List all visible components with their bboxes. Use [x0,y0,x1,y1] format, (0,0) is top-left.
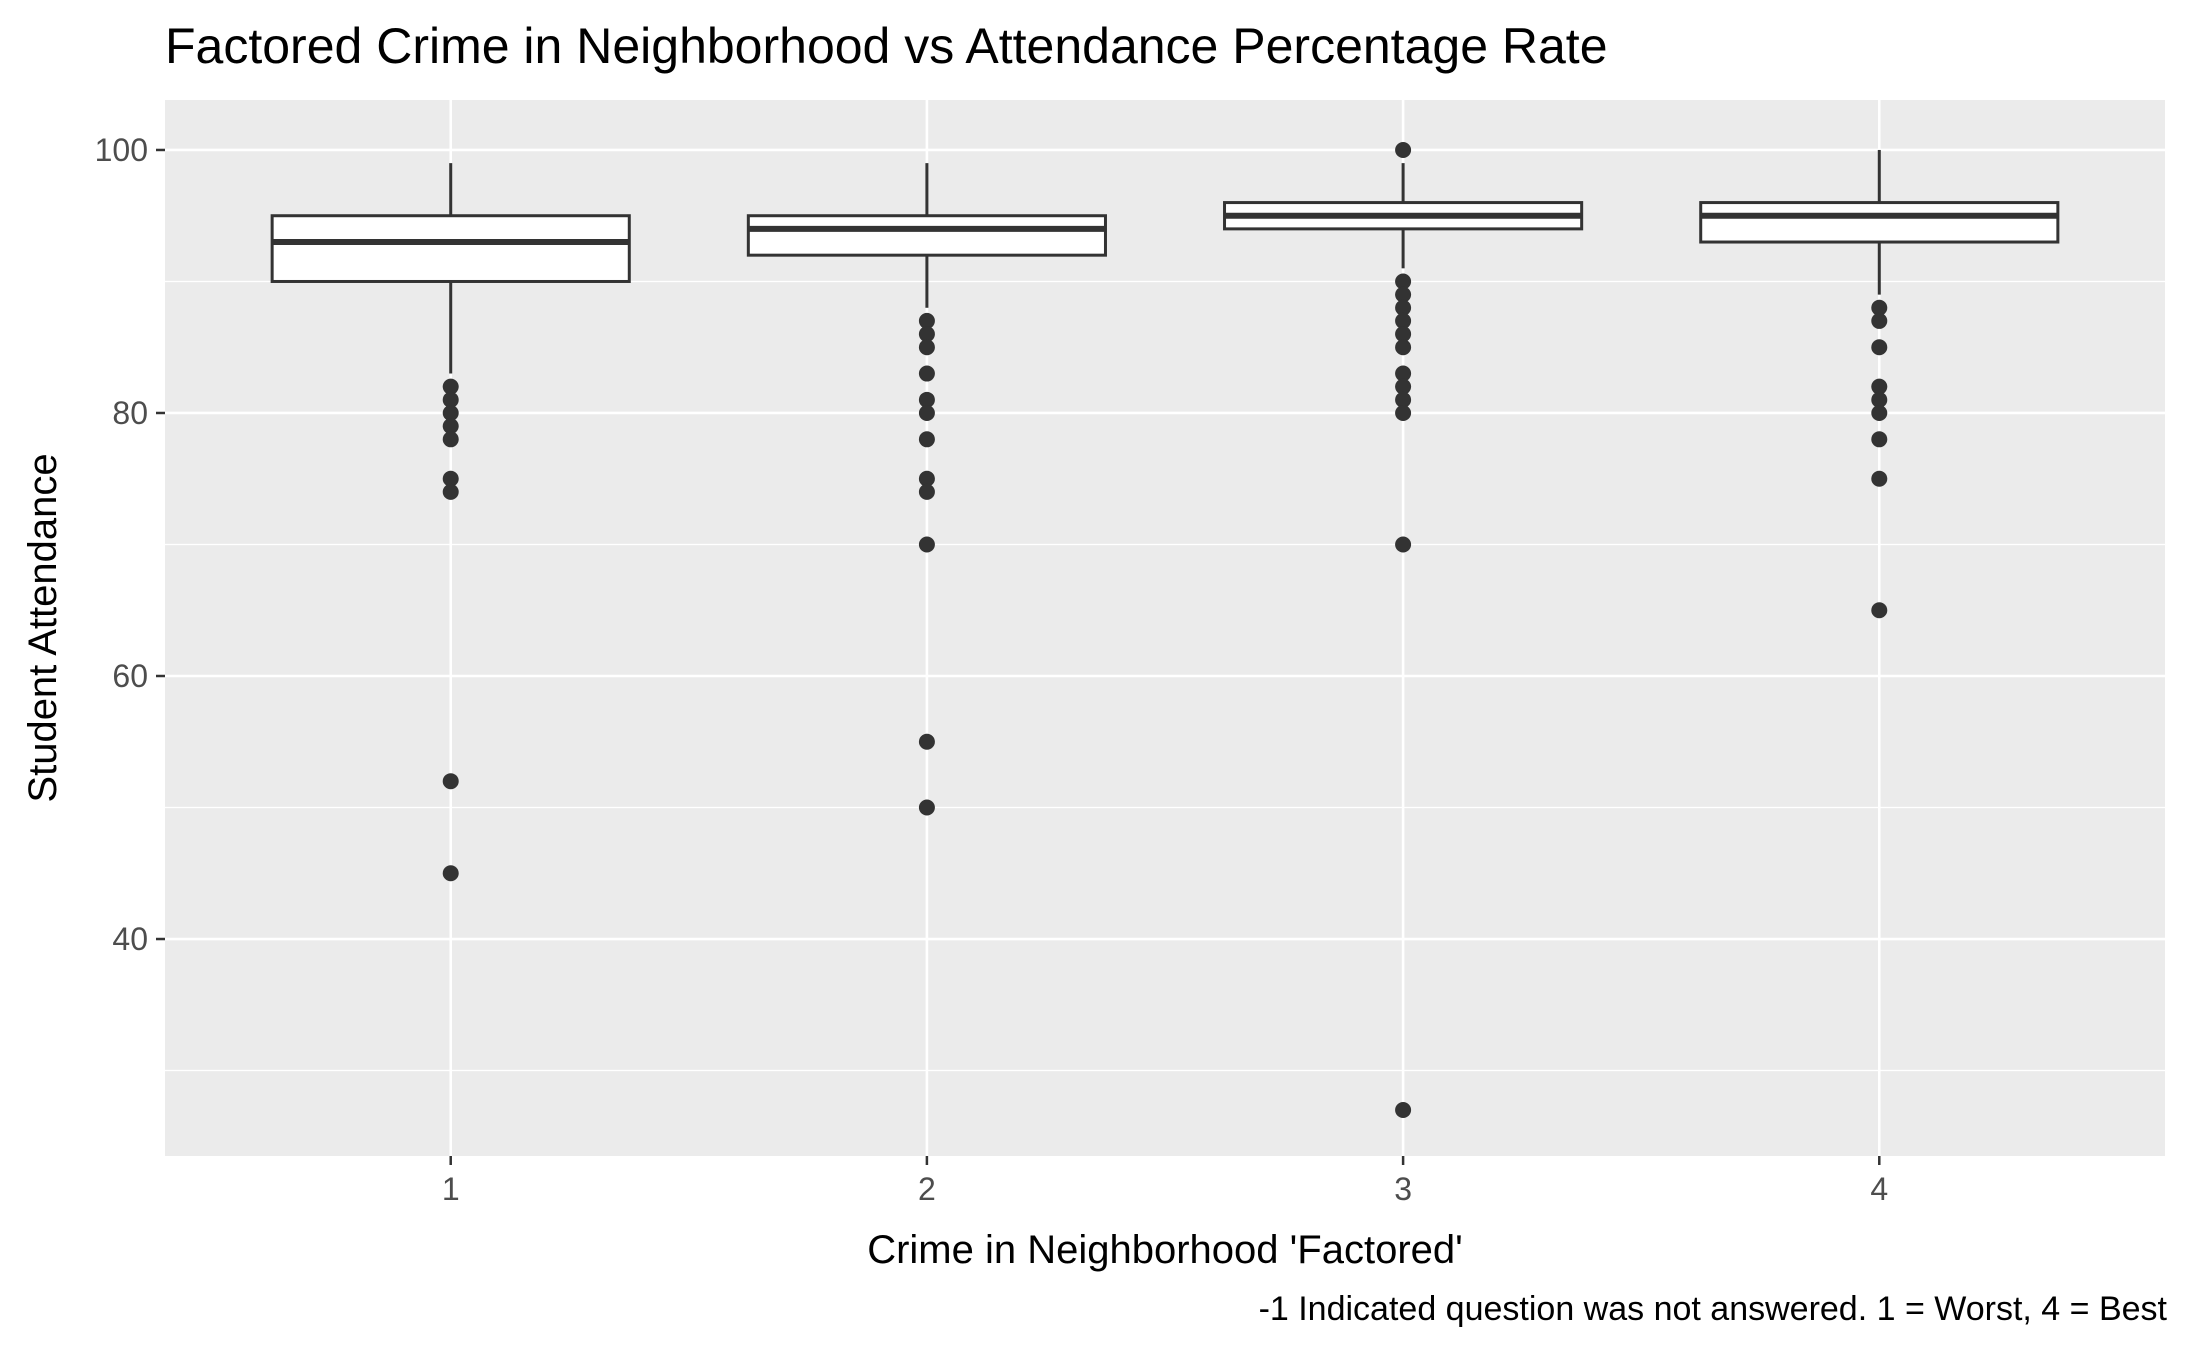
outlier-point [442,404,459,421]
outlier-point [918,404,935,421]
outlier-point [1395,273,1412,290]
x-tick-label: 3 [1394,1171,1412,1207]
outlier-point [918,312,935,329]
outlier-point [918,483,935,500]
outlier-point [1395,365,1412,382]
box-2 [746,163,1107,816]
y-tick-label: 100 [95,132,148,168]
x-tick-label: 2 [918,1171,936,1207]
outlier-point [918,339,935,356]
x-tick-label: 1 [442,1171,460,1207]
y-tick-label: 60 [112,658,148,694]
outlier-point [442,470,459,487]
box-3 [1223,141,1584,1118]
outlier-point [918,365,935,382]
outlier-point [1395,339,1412,356]
outlier-point [1395,299,1412,316]
outlier-point [918,799,935,816]
outlier-point [1871,602,1888,619]
box-1 [270,163,631,882]
outlier-point [1395,378,1412,395]
outlier-point [1871,339,1888,356]
outlier-point [1395,312,1412,329]
y-axis-ticks: 40 60 80 100 [95,132,165,957]
iqr-box [270,214,631,283]
outlier-point [918,391,935,408]
iqr-box [1699,201,2060,244]
outlier-point [1871,404,1888,421]
outlier-point [918,536,935,553]
outlier-point [1395,404,1412,421]
outlier-point [442,378,459,395]
outlier-point [1395,1101,1412,1118]
outlier-point [918,326,935,343]
outlier-point [1395,391,1412,408]
outlier-point [1395,326,1412,343]
outlier-point [442,418,459,435]
x-tick-label: 4 [1870,1171,1888,1207]
outlier-point [1395,141,1412,158]
chart-title: Factored Crime in Neighborhood vs Attend… [165,18,1608,74]
outlier-point [442,865,459,882]
outlier-point [442,431,459,448]
outlier-point [1395,536,1412,553]
x-axis-title: Crime in Neighborhood 'Factored' [867,1228,1463,1272]
outlier-point [918,431,935,448]
outlier-point [1871,391,1888,408]
boxes [270,141,2060,1118]
outlier-point [1871,299,1888,316]
box-4 [1699,149,2060,619]
outlier-point [1395,286,1412,303]
outlier-point [442,391,459,408]
x-axis-ticks: 1 2 3 4 [442,1156,1888,1207]
outlier-point [918,470,935,487]
y-tick-label: 80 [112,395,148,431]
y-axis-title: Student Attendance [21,453,65,802]
iqr-box [746,214,1107,257]
outlier-point [442,483,459,500]
chart-caption: -1 Indicated question was not answered. … [1259,1290,2168,1328]
outlier-point [1871,312,1888,329]
outlier-point [1871,431,1888,448]
outlier-point [918,733,935,750]
outlier-point [1871,470,1888,487]
y-tick-label: 40 [112,921,148,957]
outlier-point [1871,378,1888,395]
outlier-point [442,773,459,790]
